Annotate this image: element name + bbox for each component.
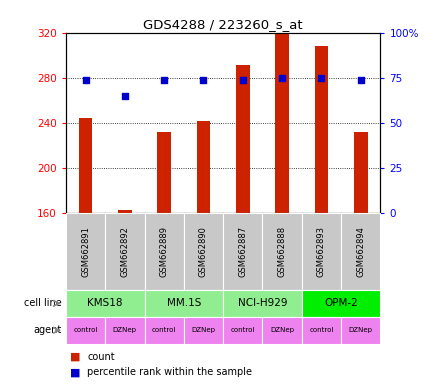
Text: count: count [87,352,115,362]
Text: GSM662889: GSM662889 [160,226,169,277]
Point [318,74,325,81]
Point [82,76,89,83]
Text: agent: agent [34,325,62,335]
Text: MM.1S: MM.1S [167,298,201,308]
Text: ■: ■ [70,367,81,377]
Text: control: control [152,327,176,333]
Point [200,76,207,83]
Text: GSM662893: GSM662893 [317,226,326,277]
Text: DZNep: DZNep [192,327,215,333]
Text: control: control [74,327,98,333]
Text: GSM662890: GSM662890 [199,226,208,277]
Text: GSM662887: GSM662887 [238,226,247,277]
Text: GSM662891: GSM662891 [81,226,90,277]
Text: OPM-2: OPM-2 [324,298,358,308]
Point [122,93,128,99]
Point [161,76,167,83]
Bar [236,65,249,213]
Point [357,76,364,83]
Bar [157,132,171,213]
Text: NCI-H929: NCI-H929 [238,298,287,308]
Text: DZNep: DZNep [270,327,294,333]
Text: DZNep: DZNep [113,327,137,333]
Text: GSM662888: GSM662888 [278,226,286,277]
Point [239,76,246,83]
Point [279,74,286,81]
Bar [275,33,289,213]
Text: control: control [231,327,255,333]
Text: ■: ■ [70,352,81,362]
Text: GSM662894: GSM662894 [356,226,365,277]
Bar [314,46,328,213]
Text: control: control [309,327,334,333]
Text: cell line: cell line [24,298,62,308]
Title: GDS4288 / 223260_s_at: GDS4288 / 223260_s_at [143,18,303,31]
Text: percentile rank within the sample: percentile rank within the sample [87,367,252,377]
Text: KMS18: KMS18 [88,298,123,308]
Bar [354,132,368,213]
Bar [197,121,210,213]
Bar [79,118,92,213]
Bar [118,210,132,213]
Text: GSM662892: GSM662892 [120,226,129,277]
Text: DZNep: DZNep [349,327,373,333]
